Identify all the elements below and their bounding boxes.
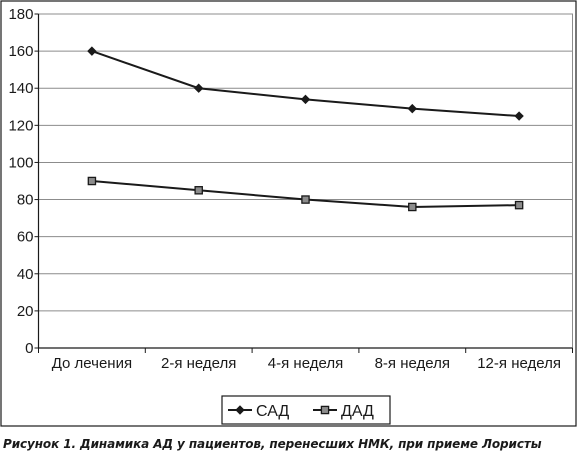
point-marker: [320, 405, 330, 415]
y-tick-label: 80: [17, 192, 34, 209]
y-tick-label: 20: [17, 303, 34, 320]
point-marker: [301, 195, 310, 204]
point-marker: [300, 94, 311, 105]
series-dad: [87, 176, 524, 212]
point-marker: [87, 46, 97, 56]
point-marker: [408, 202, 417, 212]
x-tick-label: 4-я неделя: [268, 355, 343, 372]
legend-label: ДАД: [341, 403, 374, 420]
point-marker: [514, 200, 524, 210]
point-marker: [407, 103, 418, 114]
y-tick-label: 0: [25, 340, 33, 357]
point-marker: [235, 405, 245, 415]
y-tick-label: 160: [8, 43, 33, 60]
y-tick-label: 100: [8, 154, 33, 171]
legend-label: САД: [256, 403, 289, 420]
point-marker: [87, 176, 97, 186]
y-tick-label: 140: [8, 80, 33, 97]
x-tick-label: 8-я неделя: [375, 355, 450, 372]
point-marker: [194, 186, 203, 195]
legend-item: ДАД: [313, 403, 374, 420]
y-tick-label: 180: [8, 6, 33, 23]
point-marker: [193, 83, 204, 93]
x-tick-label: 2-я неделя: [161, 355, 236, 372]
x-tick-label: 12-я неделя: [477, 355, 561, 372]
legend: САД ДАД: [221, 395, 391, 425]
line-chart: 0 20 40 60 80 100 120 140 160 180 До лечения 2-я не…: [0, 0, 577, 427]
figure-caption: Рисунок 1. Динамика АД у пациентов, пере…: [3, 437, 542, 451]
series: [87, 46, 524, 212]
plot-area: [38, 13, 573, 349]
x-tick-label: До лечения: [52, 355, 132, 372]
legend-item: САД: [228, 403, 289, 420]
y-tick-label: 120: [8, 117, 33, 134]
point-marker: [514, 111, 524, 121]
gridlines: [38, 13, 573, 312]
y-tick-label: 40: [17, 266, 34, 283]
series-sad: [87, 46, 524, 121]
axes: 0 20 40 60 80 100 120 140 160 180 До лечения 2-я не…: [8, 6, 573, 372]
chart-frame: [0, 0, 577, 427]
y-tick-label: 60: [17, 229, 34, 246]
